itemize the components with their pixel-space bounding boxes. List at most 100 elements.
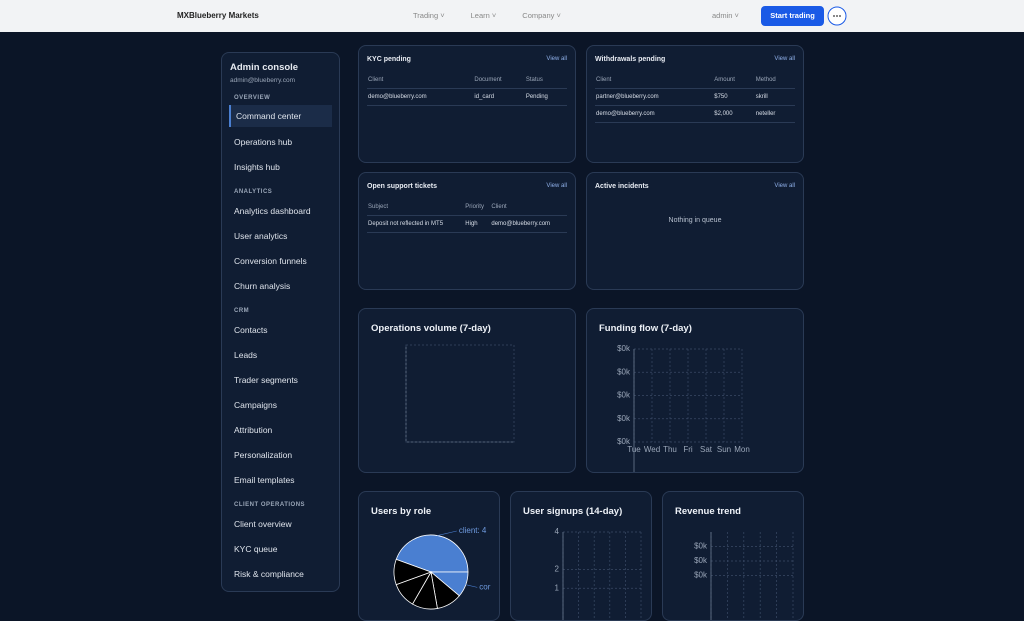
cta-button[interactable]: Start trading [761,6,824,26]
sidebar-nav: OVERVIEW Command center Operations hub Insi… [222,86,339,587]
brand[interactable]: MXBlueberry Markets [177,11,259,20]
nav-link[interactable]: Campaigns [234,400,277,410]
panel: KYC pending View all Client Document Status d… [358,45,576,163]
nav-link[interactable]: Command center [229,105,332,127]
chart-title: Users by role [371,506,432,517]
cell: $2,000 [713,105,755,123]
y-tick-label: 4 [555,527,560,536]
chart-title: Revenue trend [675,506,741,517]
column-header: Status [524,74,567,89]
x-tick-label: Wed [644,445,660,454]
pie-slice [393,558,433,586]
sidebar-title: Admin console [230,62,299,73]
table-header: Client Document Status [367,74,567,89]
nav-link[interactable]: Trader segments [234,375,298,385]
nav-link[interactable]: Email templates [234,475,295,485]
nav-link[interactable]: Contacts [234,325,268,335]
column-header: Priority [464,201,491,216]
empty-state: Nothing in queue [668,217,722,224]
nav-link[interactable]: Client overview [234,519,292,529]
cell: Pending [524,88,567,106]
nav-link[interactable]: Leads [234,350,258,360]
view-all-link[interactable]: View all [546,183,567,189]
nav-link[interactable]: Personalization [234,450,293,460]
sidebar-email: admin@blueberry.com [230,77,296,84]
nav-label: Trading [413,11,439,20]
y-tick-label: 1 [555,583,560,592]
panel: Open support tickets View all Subject Prior… [358,172,576,290]
section-heading: CLIENT OPERATIONS [234,502,306,508]
nav-item[interactable]: Company ˅ [522,11,561,20]
panel-title: Open support tickets [367,183,438,190]
nav-label: Company [522,11,555,20]
panel-title: Withdrawals pending [595,56,666,63]
nav-link[interactable]: Analytics dashboard [234,206,311,216]
chart-title: Funding flow (7-day) [599,323,692,334]
table-header: Client Amount Method [595,74,795,89]
chart-card: User signups (14-day) 4 2 1 [510,491,652,621]
y-tick-label: $0k [617,437,631,446]
chart-title: User signups (14-day) [523,506,623,517]
view-all-link[interactable]: View all [774,56,795,62]
cell: High [464,215,491,233]
view-all-link[interactable]: View all [774,183,795,189]
y-tick-label: 2 [555,565,560,574]
x-tick-label: Sat [700,445,713,454]
y-tick-label: $0k [694,556,708,565]
axis [405,345,514,443]
column-header: Subject [367,201,465,216]
nav-item[interactable]: Learn ˅ [470,11,497,20]
pie-slice [395,534,469,573]
y-tick-label: $0k [617,367,631,376]
x-tick-label: Mon [734,445,750,454]
nav-label: Learn [470,11,490,20]
x-tick-label: Sun [717,445,731,454]
leader-line [437,530,457,536]
header: MXBlueberry Markets Trading ˅ Learn ˅ Comp… [0,0,1024,32]
table-row[interactable]: demo@blueberry.com $2,000 neteller [595,105,795,123]
nav-link[interactable]: Attribution [234,425,273,435]
column-header: Client [490,201,567,216]
nav-item[interactable]: Trading ˅ [413,11,445,20]
table-header: Subject Priority Client [367,201,567,216]
y-tick-label: $0k [694,571,708,580]
more-button[interactable] [827,6,847,26]
x-tick-label: Fri [683,445,693,454]
table-row[interactable]: Deposit not reflected in MT5 High demo@blu… [367,215,567,233]
cell: demo@blueberry.com [595,105,714,123]
column-header: Client [367,74,474,89]
cell: demo@blueberry.com [367,88,474,106]
chart-card: Revenue trend $0k $0k $0k [662,491,804,621]
table: Client Amount Method partner@blueberry.com $… [595,74,795,123]
y-tick-label: $0k [617,344,631,353]
section-heading: OVERVIEW [234,95,271,101]
nav-link[interactable]: Conversion funnels [234,256,307,266]
column-header: Client [595,74,714,89]
table-row[interactable]: partner@blueberry.com $750 skrill [595,88,795,106]
section-heading: CRM [234,308,250,314]
cell: neteller [754,105,795,123]
user: admin [712,11,733,20]
view-all-link[interactable]: View all [546,56,567,62]
column-header: Method [754,74,795,89]
slice-label: client: 4 [459,526,487,535]
chart: $0k $0k $0k [694,532,794,620]
nav-link[interactable]: Insights hub [234,162,280,172]
nav-link[interactable]: Churn analysis [234,281,291,291]
table-row[interactable]: demo@blueberry.com id_card Pending [367,88,567,106]
chart-card: Funding flow (7-day) $0k $0k $0k $0k $0k Tue We… [586,308,804,473]
nav-link[interactable]: Risk & compliance [234,569,304,579]
nav-link[interactable]: KYC queue [234,544,278,554]
section-heading: ANALYTICS [234,189,273,195]
nav: Trading ˅ Learn ˅ Company ˅ [413,11,561,20]
user-menu[interactable]: admin ˅ [712,11,739,20]
nav-link[interactable]: Operations hub [234,137,293,147]
panel-title: Active incidents [595,183,649,190]
nav-link[interactable]: User analytics [234,231,288,241]
chart: 4 2 1 [555,527,642,620]
leader-line [465,584,478,588]
cell: skrill [754,88,795,106]
plot-area [405,344,515,443]
